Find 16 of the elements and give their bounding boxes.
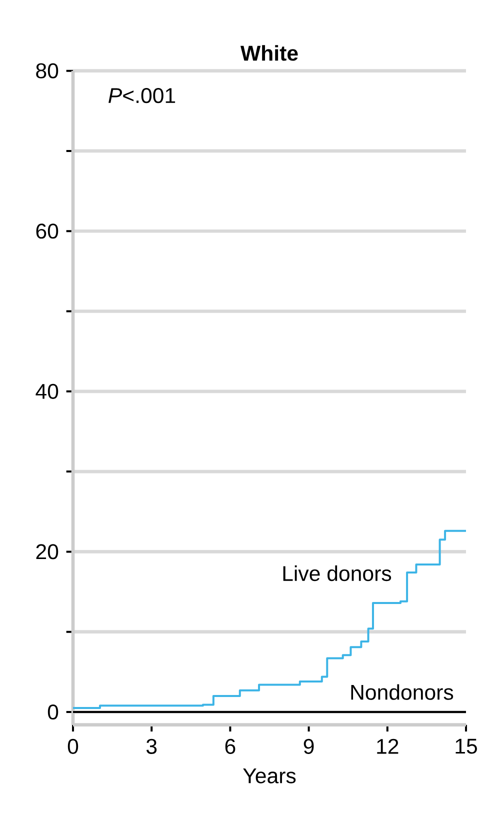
y-tick-label: 80	[36, 63, 58, 78]
annotation: P<.001	[108, 88, 176, 104]
y-tick-label: 0	[48, 704, 58, 720]
x-tick-label: 9	[304, 738, 314, 754]
x-tick-label: 12	[377, 738, 398, 754]
x-tick-label: 15	[456, 738, 477, 754]
series-label: Nondonors	[351, 684, 454, 700]
x-tick-label: 0	[68, 738, 78, 754]
y-tick-label: 40	[36, 384, 58, 399]
chart-title: White	[240, 45, 298, 61]
x-tick-label: 6	[225, 738, 236, 754]
series-label: Live donors	[283, 565, 392, 582]
x-axis-title: Years	[243, 768, 296, 784]
x-tick-label: 3	[146, 738, 157, 754]
y-tick-label: 20	[36, 544, 58, 560]
y-tick-label: 60	[36, 224, 58, 239]
